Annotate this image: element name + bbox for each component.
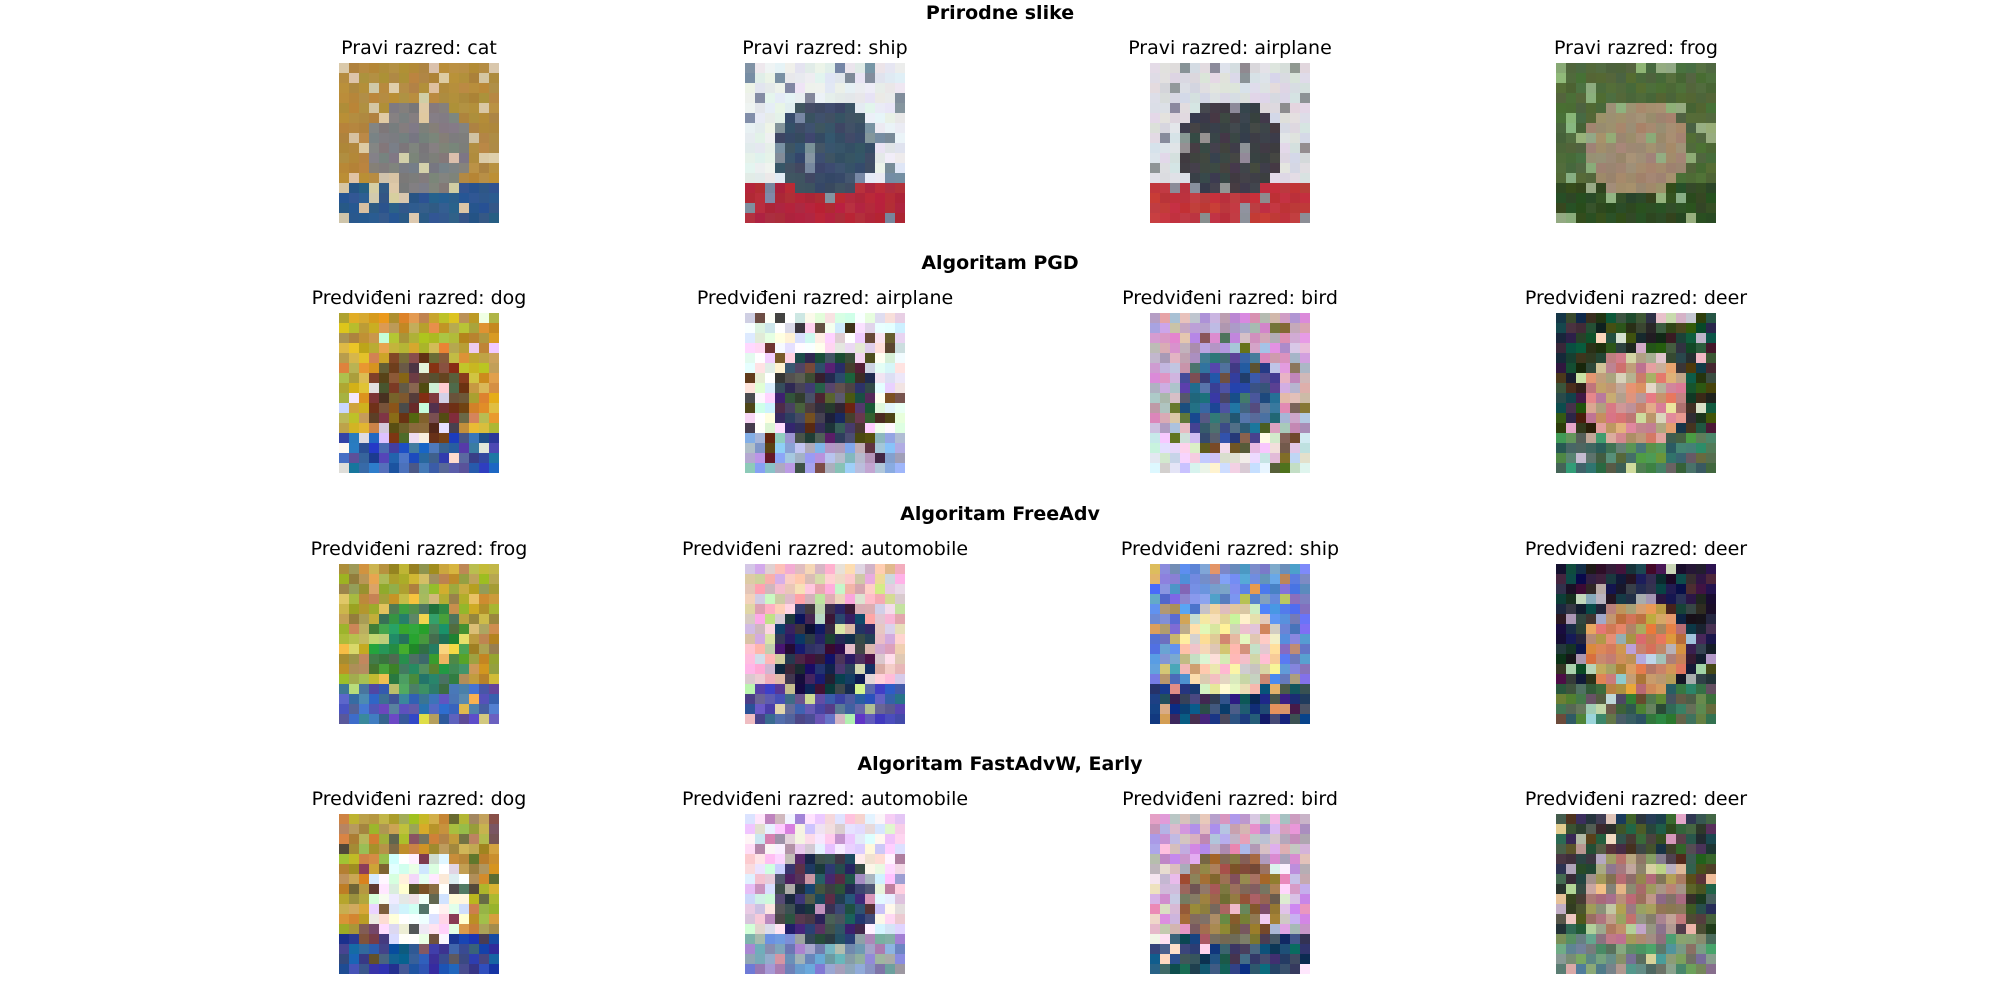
image-caption: Predviđeni razred: deer [1524, 538, 1748, 560]
image-caption: Pravi razred: ship [742, 37, 908, 59]
image-caption: Predviđeni razred: automobile [681, 538, 969, 560]
frog-picture [1556, 63, 1716, 223]
image-thumbnail [1556, 814, 1716, 974]
airplane-picture [1150, 63, 1310, 223]
automobile-picture [745, 564, 905, 724]
dog-picture [339, 313, 499, 473]
image-thumbnail [1150, 814, 1310, 974]
image-thumbnail [1150, 564, 1310, 724]
image-thumbnail [745, 313, 905, 473]
image-caption: Predviđeni razred: dog [311, 287, 527, 309]
section-title: Algoritam FreeAdv [900, 503, 1100, 525]
image-caption: Pravi razred: airplane [1128, 37, 1332, 59]
image-thumbnail [1150, 63, 1310, 223]
cat-picture [339, 63, 499, 223]
image-thumbnail [339, 814, 499, 974]
section-title: Prirodne slike [925, 2, 1075, 24]
image-caption: Predviđeni razred: dog [311, 788, 527, 810]
image-caption: Predviđeni razred: bird [1122, 287, 1338, 309]
image-thumbnail [745, 564, 905, 724]
image-caption: Pravi razred: frog [1554, 37, 1718, 59]
bird-picture [1150, 313, 1310, 473]
image-thumbnail [1556, 313, 1716, 473]
image-caption: Predviđeni razred: deer [1524, 287, 1748, 309]
image-caption: Predviđeni razred: deer [1524, 788, 1748, 810]
airplane-picture [745, 313, 905, 473]
frog-picture [339, 564, 499, 724]
image-thumbnail [1150, 313, 1310, 473]
ship-picture [745, 63, 905, 223]
image-thumbnail [339, 63, 499, 223]
image-caption: Pravi razred: cat [341, 37, 497, 59]
image-thumbnail [745, 63, 905, 223]
image-caption: Predviđeni razred: bird [1122, 788, 1338, 810]
section-title: Algoritam FastAdvW, Early [857, 753, 1143, 775]
image-thumbnail [745, 814, 905, 974]
section-title: Algoritam PGD [921, 252, 1079, 274]
image-thumbnail [1556, 63, 1716, 223]
deer-picture [1556, 313, 1716, 473]
dog-picture [339, 814, 499, 974]
deer-picture [1556, 564, 1716, 724]
image-caption: Predviđeni razred: automobile [681, 788, 969, 810]
automobile-picture [745, 814, 905, 974]
image-thumbnail [339, 564, 499, 724]
image-caption: Predviđeni razred: airplane [696, 287, 954, 309]
image-caption: Predviđeni razred: ship [1120, 538, 1340, 560]
image-thumbnail [1556, 564, 1716, 724]
image-thumbnail [339, 313, 499, 473]
bird-picture [1150, 814, 1310, 974]
deer-picture [1556, 814, 1716, 974]
image-caption: Predviđeni razred: frog [310, 538, 528, 560]
ship-picture [1150, 564, 1310, 724]
